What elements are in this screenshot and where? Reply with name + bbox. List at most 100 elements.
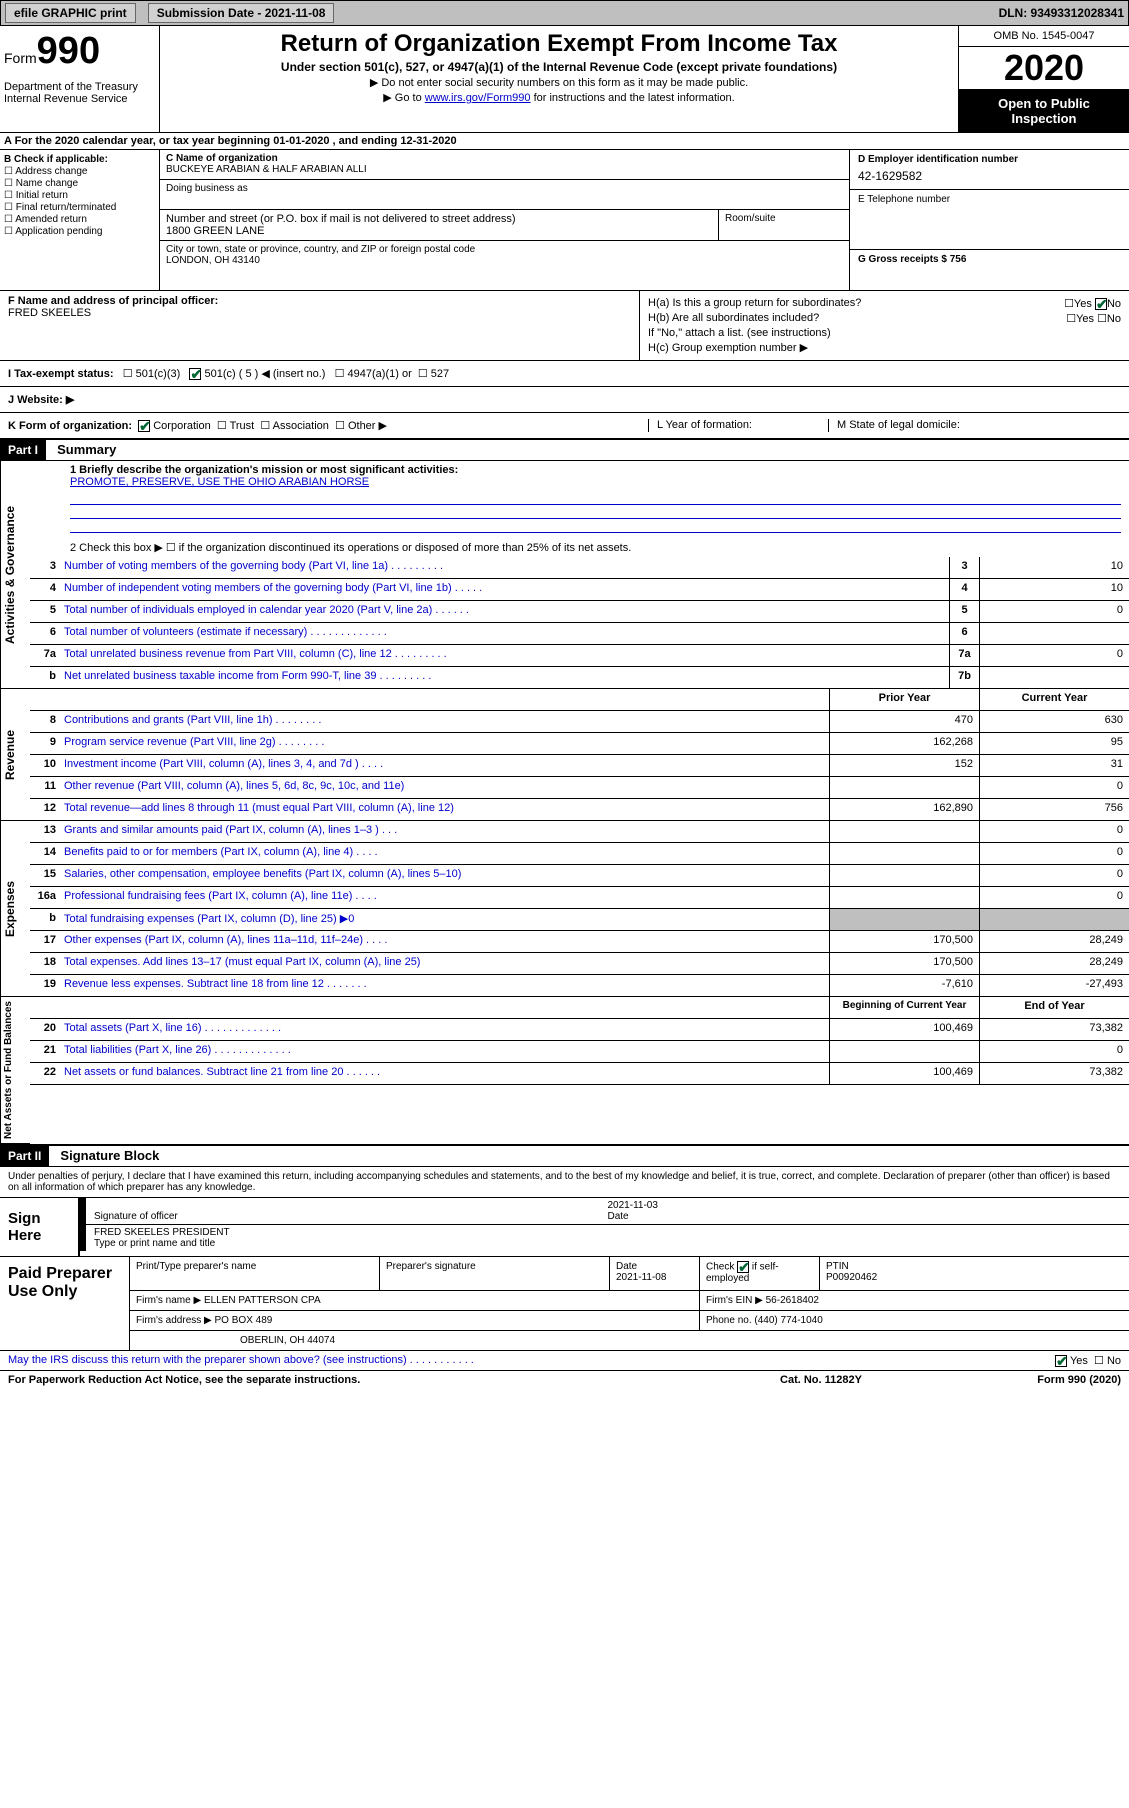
vlabel-exp: Expenses xyxy=(0,821,30,997)
section-fh: F Name and address of principal officer:… xyxy=(0,291,1129,361)
preparer-label: Paid Preparer Use Only xyxy=(0,1257,130,1350)
rev-header: Prior Year Current Year xyxy=(30,689,1129,711)
501c: 501(c) ( 5 ) ◀ (insert no.) xyxy=(205,368,326,380)
chk-final[interactable]: ☐ Final return/terminated xyxy=(4,202,155,213)
website-line: ▶ Go to www.irs.gov/Form990 for instruct… xyxy=(164,91,954,104)
part2-title: Signature Block xyxy=(52,1148,159,1163)
table-row: 4Number of independent voting members of… xyxy=(30,579,1129,601)
declaration: Under penalties of perjury, I declare th… xyxy=(0,1167,1129,1197)
vlabel-net: Net Assets or Fund Balances xyxy=(0,997,30,1144)
sign-here: Sign Here xyxy=(0,1198,80,1256)
phone: (440) 774-1040 xyxy=(754,1315,822,1326)
col-d: D Employer identification number 42-1629… xyxy=(849,150,1129,290)
chk-initial[interactable]: ☐ Initial return xyxy=(4,190,155,201)
501c3[interactable]: 501(c)(3) xyxy=(136,368,181,380)
gross-row: G Gross receipts $ 756 xyxy=(850,250,1129,290)
topbar: efile GRAPHIC print Submission Date - 20… xyxy=(0,0,1129,26)
table-row: 9Program service revenue (Part VIII, lin… xyxy=(30,733,1129,755)
table-row: 22Net assets or fund balances. Subtract … xyxy=(30,1063,1129,1085)
table-row: 5Total number of individuals employed in… xyxy=(30,601,1129,623)
form-container: efile GRAPHIC print Submission Date - 20… xyxy=(0,0,1129,1389)
hb-yn[interactable]: ☐Yes ☐No xyxy=(1066,312,1121,325)
firm-label: Firm's name ▶ xyxy=(136,1295,201,1306)
prep-sig-label: Preparer's signature xyxy=(380,1257,610,1290)
blank1 xyxy=(70,491,1121,505)
table-row: 16aProfessional fundraising fees (Part I… xyxy=(30,887,1129,909)
firm-ein: 56-2618402 xyxy=(766,1295,819,1306)
chk-amended[interactable]: ☐ Amended return xyxy=(4,214,155,225)
prior-year-label: Prior Year xyxy=(829,689,979,710)
ha-yn[interactable]: ☐Yes No xyxy=(1064,297,1121,310)
discuss-yn[interactable]: Yes ☐ No xyxy=(1055,1354,1121,1367)
addr-label: Number and street (or P.O. box if mail i… xyxy=(166,213,712,225)
goto-pre: ▶ Go to xyxy=(383,92,424,104)
table-row: 10Investment income (Part VIII, column (… xyxy=(30,755,1129,777)
netassets-table: Net Assets or Fund Balances Beginning of… xyxy=(0,997,1129,1146)
officer-name: FRED SKEELES xyxy=(8,307,631,319)
paperwork: For Paperwork Reduction Act Notice, see … xyxy=(8,1374,721,1386)
ein-row: D Employer identification number 42-1629… xyxy=(850,150,1129,190)
row-a: A For the 2020 calendar year, or tax yea… xyxy=(0,133,1129,150)
begin-year-label: Beginning of Current Year xyxy=(829,997,979,1018)
org-name-label: C Name of organization xyxy=(166,153,843,164)
expenses-table: Expenses 13Grants and similar amounts pa… xyxy=(0,821,1129,997)
row-j: J Website: ▶ xyxy=(0,387,1129,413)
department: Department of the Treasury Internal Reve… xyxy=(4,81,155,105)
4947[interactable]: 4947(a)(1) or xyxy=(348,368,412,380)
efile-button[interactable]: efile GRAPHIC print xyxy=(5,3,136,23)
col-h: H(a) Is this a group return for subordin… xyxy=(640,291,1129,360)
tax-year: 2020 xyxy=(959,47,1129,90)
header-left: Form990 Department of the Treasury Inter… xyxy=(0,26,160,132)
header-right: OMB No. 1545-0047 2020 Open to Public In… xyxy=(959,26,1129,132)
blank2 xyxy=(70,505,1121,519)
corp-check[interactable] xyxy=(138,420,150,432)
irs-link[interactable]: www.irs.gov/Form990 xyxy=(425,92,531,104)
table-row: 17Other expenses (Part IX, column (A), l… xyxy=(30,931,1129,953)
mission-text: PROMOTE, PRESERVE, USE THE OHIO ARABIAN … xyxy=(70,476,369,488)
chk-address[interactable]: ☐ Address change xyxy=(4,166,155,177)
form-foot: Form 990 (2020) xyxy=(921,1374,1121,1386)
submission-date: Submission Date - 2021-11-08 xyxy=(148,3,335,23)
main-table: Activities & Governance 1 Briefly descri… xyxy=(0,461,1129,689)
part1-header: Part I Summary xyxy=(0,440,1129,461)
line1-label: 1 Briefly describe the organization's mi… xyxy=(70,464,458,476)
preparer-table: Paid Preparer Use Only Print/Type prepar… xyxy=(0,1256,1129,1350)
table-row: bNet unrelated business taxable income f… xyxy=(30,667,1129,689)
ssn-notice: ▶ Do not enter social security numbers o… xyxy=(164,76,954,89)
table-row: 14Benefits paid to or for members (Part … xyxy=(30,843,1129,865)
form-title: Return of Organization Exempt From Incom… xyxy=(164,30,954,58)
chk-pending[interactable]: ☐ Application pending xyxy=(4,226,155,237)
part2-header: Part II Signature Block xyxy=(0,1146,1129,1167)
form-prefix: Form xyxy=(4,50,37,66)
527[interactable]: 527 xyxy=(431,368,449,380)
officer-label: F Name and address of principal officer: xyxy=(8,295,631,307)
header-mid: Return of Organization Exempt From Incom… xyxy=(160,26,959,132)
hb-label: H(b) Are all subordinates included? xyxy=(648,312,1066,325)
city-value: LONDON, OH 43140 xyxy=(166,255,843,266)
goto-post: for instructions and the latest informat… xyxy=(531,92,735,104)
501c-check[interactable] xyxy=(189,368,201,380)
end-year-label: End of Year xyxy=(979,997,1129,1018)
col-c: C Name of organization BUCKEYE ARABIAN &… xyxy=(160,150,849,290)
date-label: Date xyxy=(608,1211,1122,1222)
prep-date: 2021-11-08 xyxy=(616,1272,693,1283)
chk-name[interactable]: ☐ Name change xyxy=(4,178,155,189)
vlabel-rev: Revenue xyxy=(0,689,30,821)
self-emp[interactable]: Check if self-employed xyxy=(700,1257,820,1290)
cat-no: Cat. No. 11282Y xyxy=(721,1374,921,1386)
hb-note: If "No," attach a list. (see instruction… xyxy=(648,327,1121,339)
table-row: 20Total assets (Part X, line 16) . . . .… xyxy=(30,1019,1129,1041)
firm-addr2: OBERLIN, OH 44074 xyxy=(130,1331,700,1350)
discuss-row: May the IRS discuss this return with the… xyxy=(0,1350,1129,1370)
tel-row: E Telephone number xyxy=(850,190,1129,250)
form-number: 990 xyxy=(37,30,100,72)
officer-typed-name: FRED SKEELES PRESIDENT xyxy=(94,1227,1121,1238)
addr-row: Number and street (or P.O. box if mail i… xyxy=(160,210,849,241)
org-name: BUCKEYE ARABIAN & HALF ARABIAN ALLI xyxy=(166,164,843,175)
table-row: 15Salaries, other compensation, employee… xyxy=(30,865,1129,887)
form-subtitle: Under section 501(c), 527, or 4947(a)(1)… xyxy=(164,60,954,74)
net-header: Beginning of Current Year End of Year xyxy=(30,997,1129,1019)
phone-label: Phone no. xyxy=(706,1315,752,1326)
prep-name-label: Print/Type preparer's name xyxy=(136,1261,373,1272)
part1-title: Summary xyxy=(49,442,116,457)
